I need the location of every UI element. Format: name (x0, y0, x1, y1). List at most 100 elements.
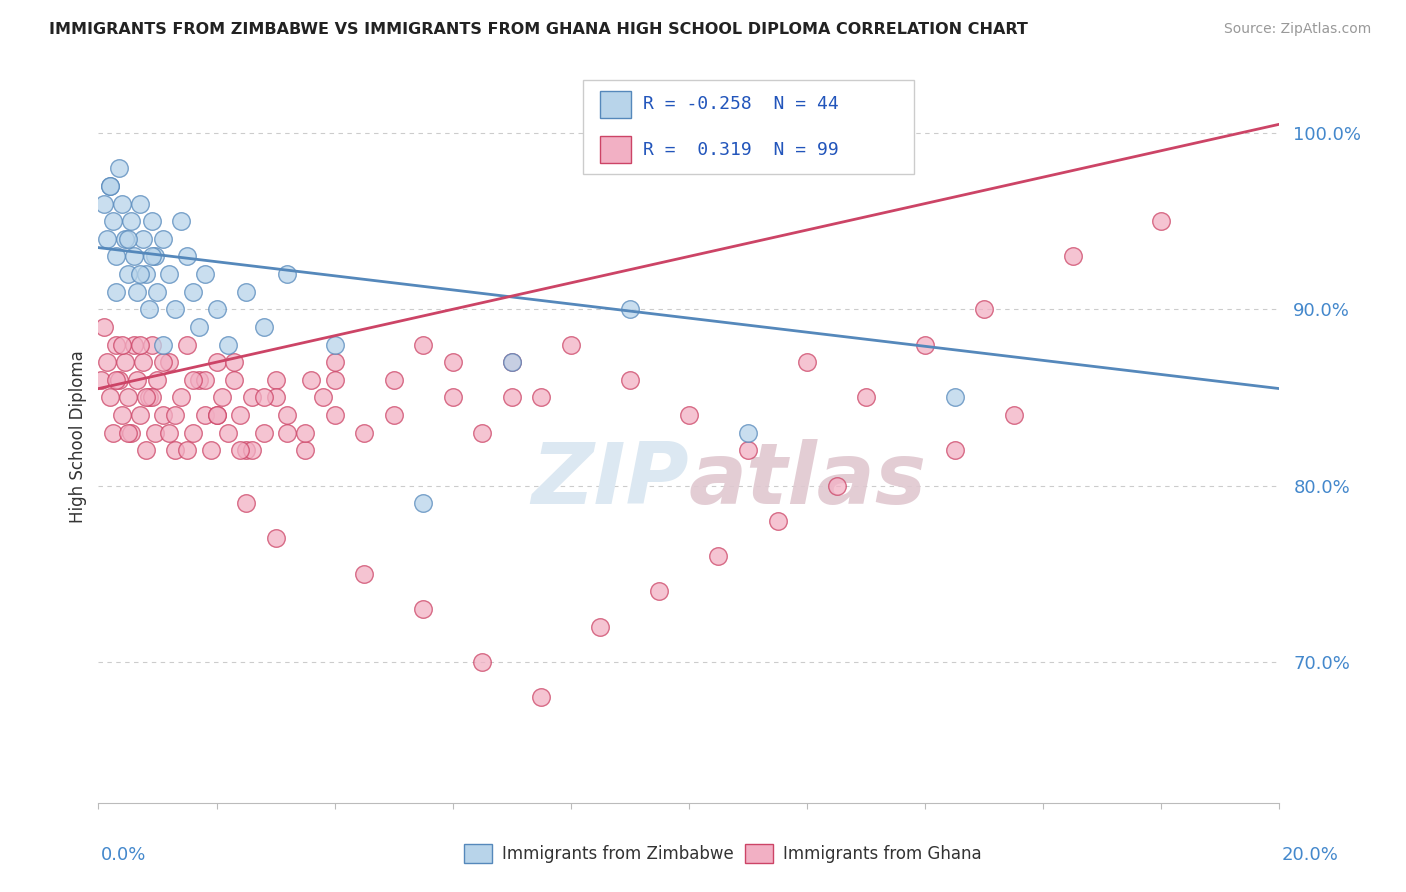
Point (299, 373, 322, 387)
Point (412, 602, 434, 616)
Point (108, 161, 131, 176)
Point (176, 443, 198, 458)
Point (973, 302, 995, 317)
Point (157, 425, 180, 440)
Text: R = -0.258  N = 44: R = -0.258 N = 44 (643, 95, 838, 113)
Point (165, 302, 187, 317)
Point (412, 337, 434, 351)
Point (96, 355, 118, 369)
Point (382, 373, 405, 387)
Point (181, 373, 204, 387)
Point (117, 425, 139, 440)
Point (181, 285, 204, 299)
Point (943, 391, 966, 405)
Point (737, 425, 759, 440)
Point (1150, 214, 1173, 228)
Point (205, 408, 228, 422)
Point (323, 373, 346, 387)
Point (187, 320, 209, 334)
Point (224, 355, 246, 369)
Point (217, 425, 239, 440)
Point (678, 408, 700, 422)
Point (471, 425, 494, 440)
Point (176, 249, 198, 263)
Text: 20.0%: 20.0% (1282, 846, 1339, 863)
Point (122, 249, 145, 263)
Point (530, 690, 553, 704)
Point (135, 443, 157, 458)
Point (146, 285, 169, 299)
Y-axis label: High School Diploma: High School Diploma (69, 351, 87, 524)
Point (152, 355, 174, 369)
Point (501, 355, 523, 369)
Point (205, 408, 228, 422)
Point (224, 373, 246, 387)
Point (200, 443, 222, 458)
Point (98, 178, 121, 193)
Point (138, 302, 160, 317)
Text: Source: ZipAtlas.com: Source: ZipAtlas.com (1223, 22, 1371, 37)
Point (855, 391, 877, 405)
Point (235, 443, 257, 458)
Point (93, 196, 115, 211)
Point (412, 496, 434, 510)
Point (766, 514, 789, 528)
Point (943, 443, 966, 458)
Point (382, 408, 405, 422)
Point (194, 408, 217, 422)
Point (235, 496, 257, 510)
Point (105, 373, 128, 387)
Text: atlas: atlas (689, 440, 927, 523)
Point (98, 178, 121, 193)
Point (90, 373, 112, 387)
Point (796, 355, 818, 369)
Point (128, 196, 150, 211)
Point (217, 337, 239, 351)
Point (135, 391, 157, 405)
Point (170, 214, 193, 228)
Point (441, 355, 464, 369)
Text: Immigrants from Ghana: Immigrants from Ghana (783, 845, 981, 863)
Point (152, 408, 174, 422)
Point (146, 373, 169, 387)
Point (105, 285, 128, 299)
Point (323, 408, 346, 422)
Point (125, 373, 148, 387)
Point (619, 373, 641, 387)
Point (235, 285, 257, 299)
Point (157, 355, 180, 369)
Point (128, 267, 150, 281)
Point (1062, 249, 1084, 263)
Point (141, 337, 163, 351)
Point (125, 285, 148, 299)
Point (132, 232, 155, 246)
Point (117, 391, 139, 405)
Point (211, 391, 233, 405)
Point (619, 302, 641, 317)
Point (353, 425, 375, 440)
Text: IMMIGRANTS FROM ZIMBABWE VS IMMIGRANTS FROM GHANA HIGH SCHOOL DIPLOMA CORRELATIO: IMMIGRANTS FROM ZIMBABWE VS IMMIGRANTS F… (49, 22, 1028, 37)
Point (187, 373, 209, 387)
Point (135, 267, 157, 281)
Point (152, 337, 174, 351)
Point (138, 391, 160, 405)
Point (194, 373, 217, 387)
Point (96, 232, 118, 246)
Point (264, 532, 287, 546)
Point (253, 425, 276, 440)
Point (276, 425, 298, 440)
Point (165, 408, 187, 422)
Point (157, 267, 180, 281)
Point (501, 391, 523, 405)
Point (353, 566, 375, 581)
Point (264, 373, 287, 387)
Point (165, 443, 187, 458)
Point (114, 355, 136, 369)
Point (128, 408, 150, 422)
Point (205, 355, 228, 369)
Point (240, 391, 263, 405)
Point (312, 391, 335, 405)
Point (141, 391, 163, 405)
Point (914, 337, 936, 351)
Point (501, 355, 523, 369)
